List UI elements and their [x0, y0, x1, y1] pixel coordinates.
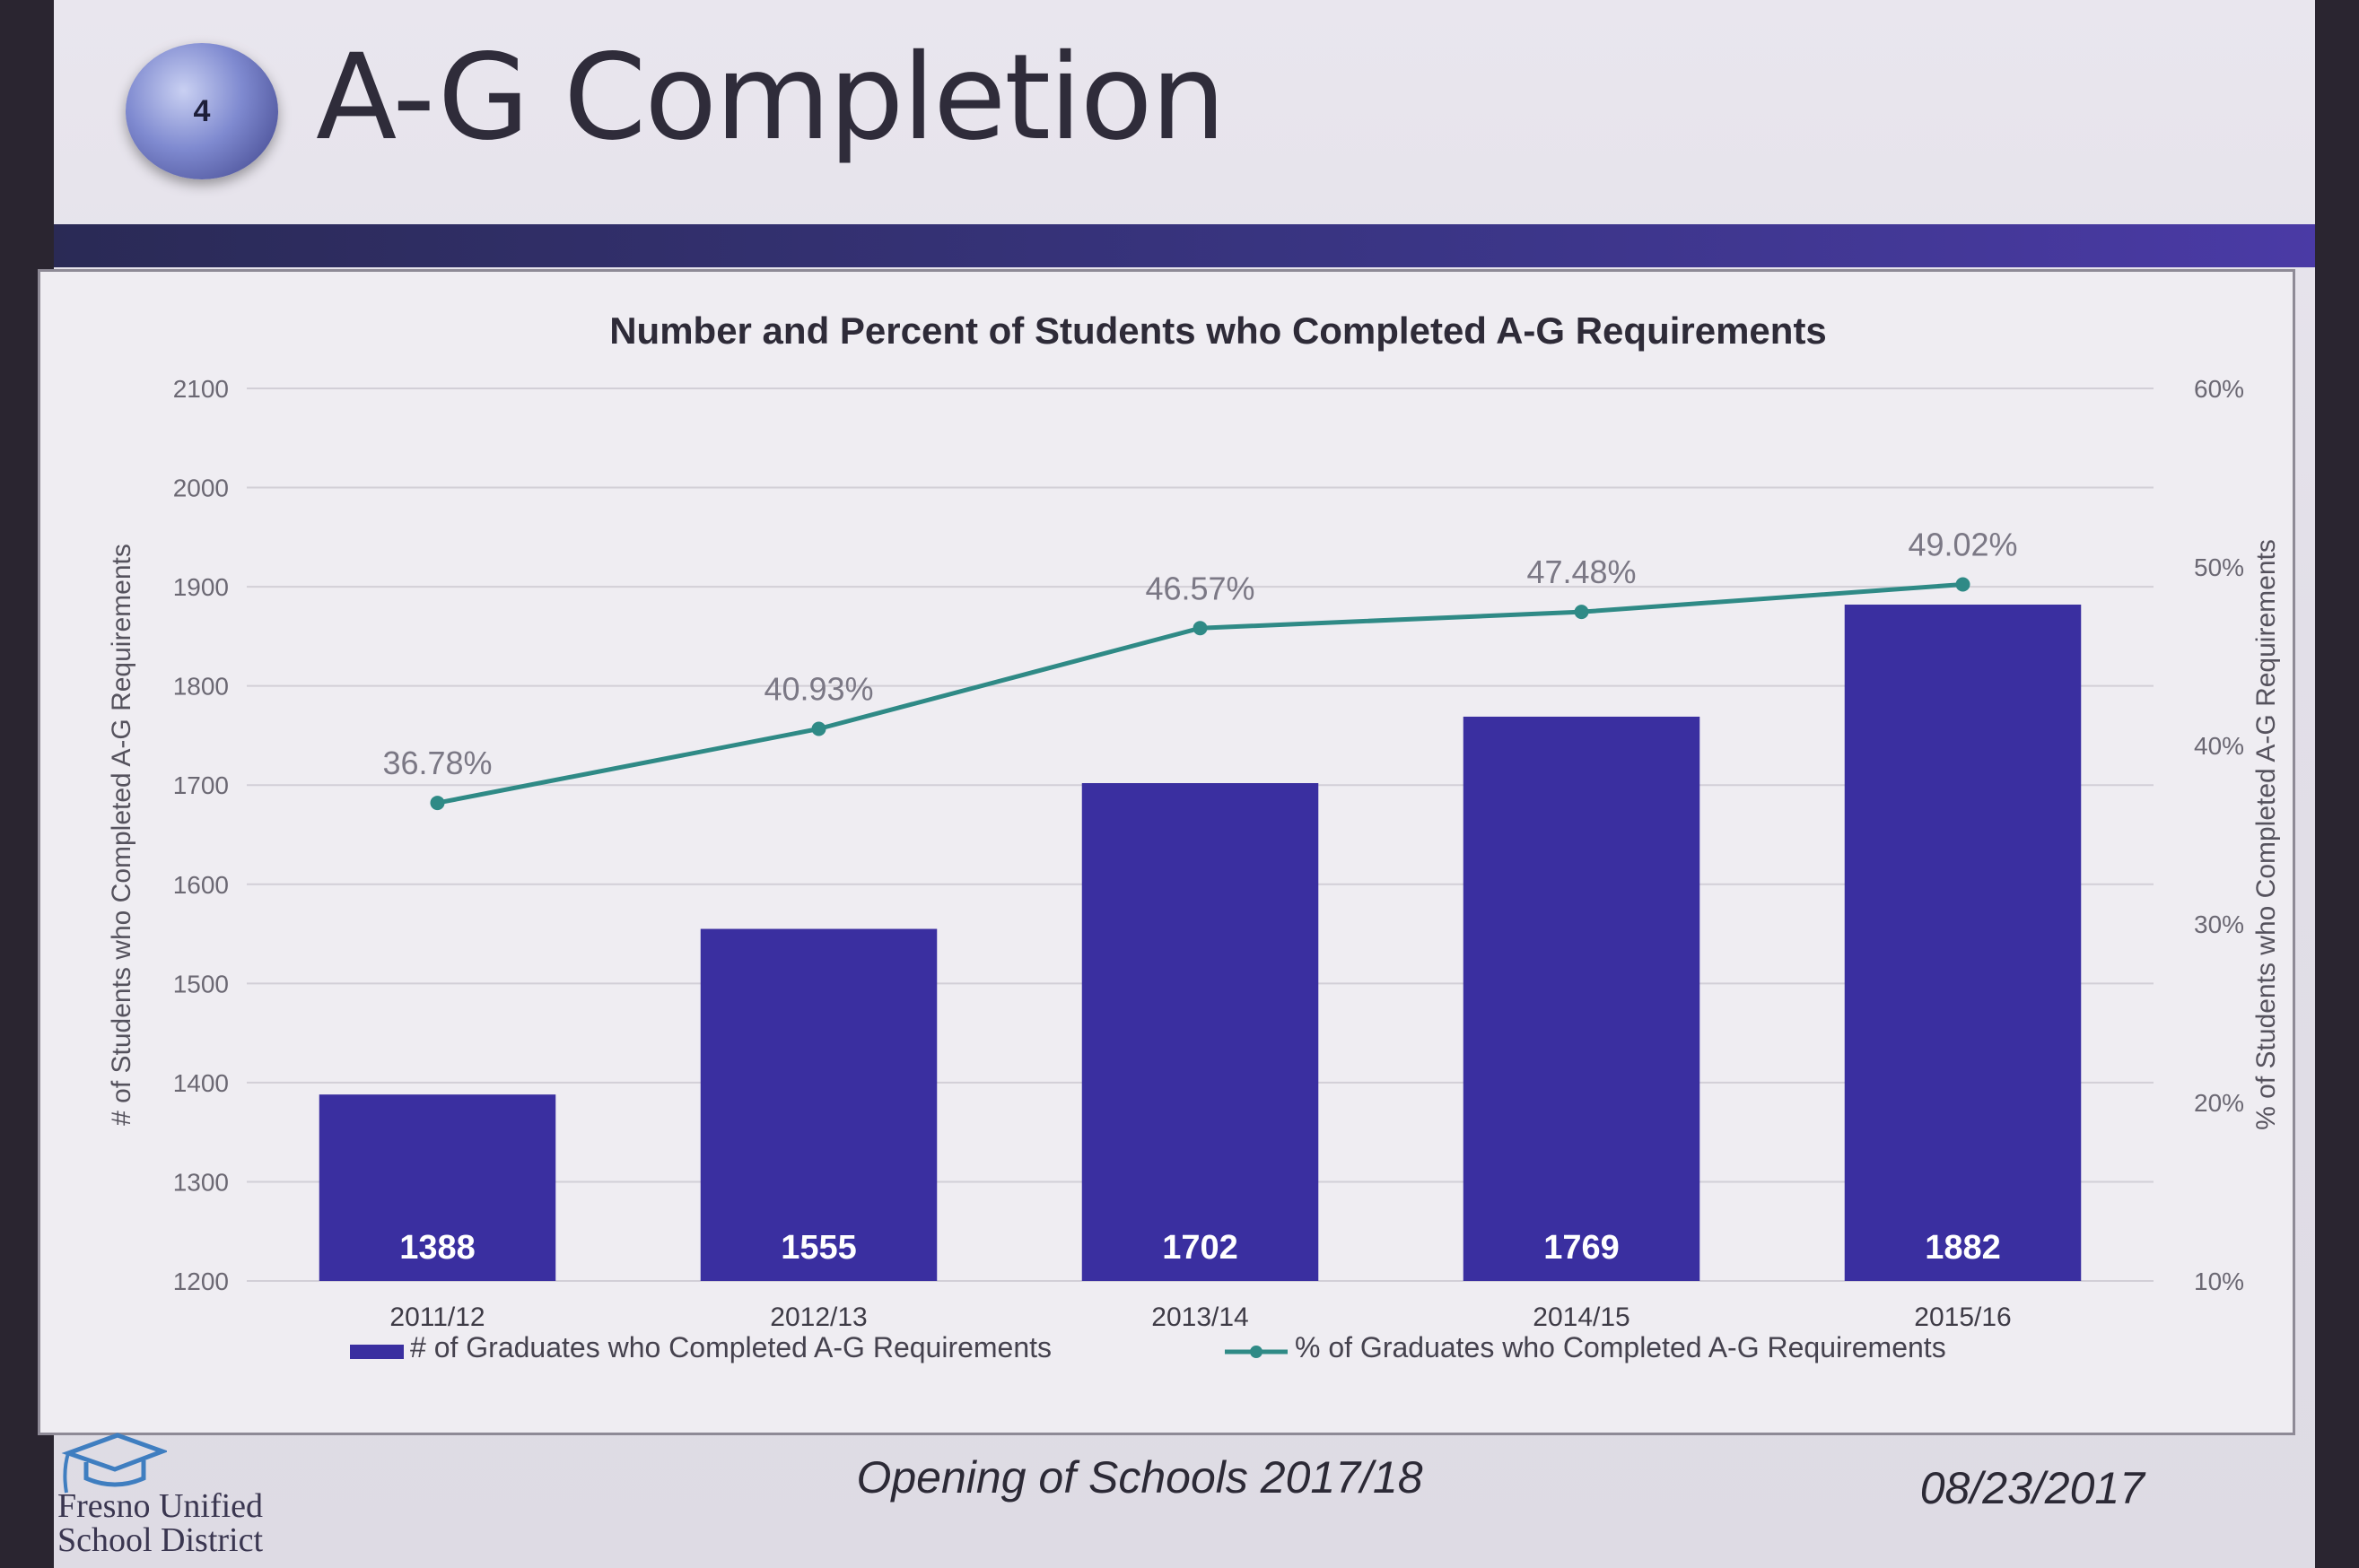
logo-text: Fresno Unified School District: [57, 1489, 263, 1557]
line-value-label: 47.48%: [1526, 553, 1636, 590]
line-point: [430, 796, 445, 811]
line-point: [1955, 577, 1970, 592]
bar-value-label: 1702: [1162, 1229, 1238, 1267]
slide-number: 4: [193, 93, 211, 128]
x-tick-label: 2011/12: [389, 1302, 485, 1332]
y-tick-label: 1300: [173, 1168, 229, 1196]
y-tick-label: 2000: [173, 475, 229, 502]
x-tick-label: 2013/14: [1151, 1302, 1248, 1332]
y-tick-label: 1600: [173, 871, 229, 899]
line-point: [811, 721, 826, 736]
line-value-label: 46.57%: [1145, 570, 1254, 606]
slide-number-badge: 4: [126, 43, 278, 179]
y-tick-label: 1500: [173, 970, 229, 997]
chart: Number and Percent of Students who Compl…: [107, 309, 2281, 1363]
footer-event-title: Opening of Schools 2017/18: [856, 1452, 1423, 1503]
chart-panel: Number and Percent of Students who Compl…: [38, 269, 2295, 1435]
x-tick-label: 2014/15: [1533, 1302, 1629, 1332]
line-value-label: 40.93%: [764, 670, 873, 707]
y-tick-label: 1400: [173, 1069, 229, 1097]
y-tick-label: 1200: [173, 1267, 229, 1295]
y-axis-title: # of Students who Completed A-G Requirem…: [107, 544, 136, 1126]
y2-tick-label: 40%: [2194, 732, 2244, 760]
y2-tick-label: 30%: [2194, 910, 2244, 938]
header-divider-band: [54, 224, 2315, 267]
line-value-label: 36.78%: [382, 745, 492, 781]
legend-line-marker: [1250, 1346, 1263, 1358]
y2-tick-label: 50%: [2194, 553, 2244, 581]
bar-value-label: 1388: [399, 1229, 476, 1267]
line-point: [1574, 605, 1589, 620]
logo-line-1: Fresno Unified: [57, 1487, 264, 1525]
y2-tick-label: 20%: [2194, 1089, 2244, 1117]
bar: [1081, 783, 1319, 1281]
footer-date: 08/23/2017: [1919, 1463, 2145, 1513]
line-series: [437, 582, 1963, 806]
bar: [1463, 716, 1700, 1281]
y-tick-label: 1900: [173, 573, 229, 601]
bar: [1844, 605, 2082, 1281]
slide-header: 4 A-G Completion: [54, 0, 2315, 224]
chart-title: Number and Percent of Students who Compl…: [609, 309, 1827, 352]
line-value-label: 49.02%: [1908, 527, 2017, 563]
y2-tick-label: 10%: [2194, 1267, 2244, 1295]
bar-value-label: 1769: [1543, 1229, 1620, 1267]
y-tick-label: 1700: [173, 771, 229, 799]
bar: [700, 928, 938, 1281]
page-title: A-G Completion: [316, 29, 1226, 167]
bar: [319, 1094, 556, 1281]
legend-line-label: % of Graduates who Completed A-G Require…: [1295, 1331, 1946, 1363]
y-tick-label: 1800: [173, 673, 229, 701]
y2-axis-title: % of Students who Completed A-G Requirem…: [2251, 539, 2281, 1130]
slide: 4 A-G Completion Number and Percent of S…: [38, 0, 2315, 1568]
legend-bar-swatch: [350, 1345, 404, 1359]
bar-value-label: 1882: [1925, 1229, 2001, 1267]
logo-line-2: School District: [57, 1521, 264, 1559]
y2-tick-label: 60%: [2194, 375, 2244, 403]
district-logo: Fresno Unified School District: [50, 1426, 319, 1561]
x-tick-label: 2012/13: [770, 1302, 867, 1332]
y-tick-label: 2100: [173, 375, 229, 403]
legend-bar-label: # of Graduates who Completed A-G Require…: [410, 1331, 1052, 1363]
x-tick-label: 2015/16: [1914, 1302, 2011, 1332]
bar-value-label: 1555: [781, 1229, 857, 1267]
line-point: [1193, 621, 1208, 636]
graduation-cap-icon: [61, 1433, 167, 1494]
